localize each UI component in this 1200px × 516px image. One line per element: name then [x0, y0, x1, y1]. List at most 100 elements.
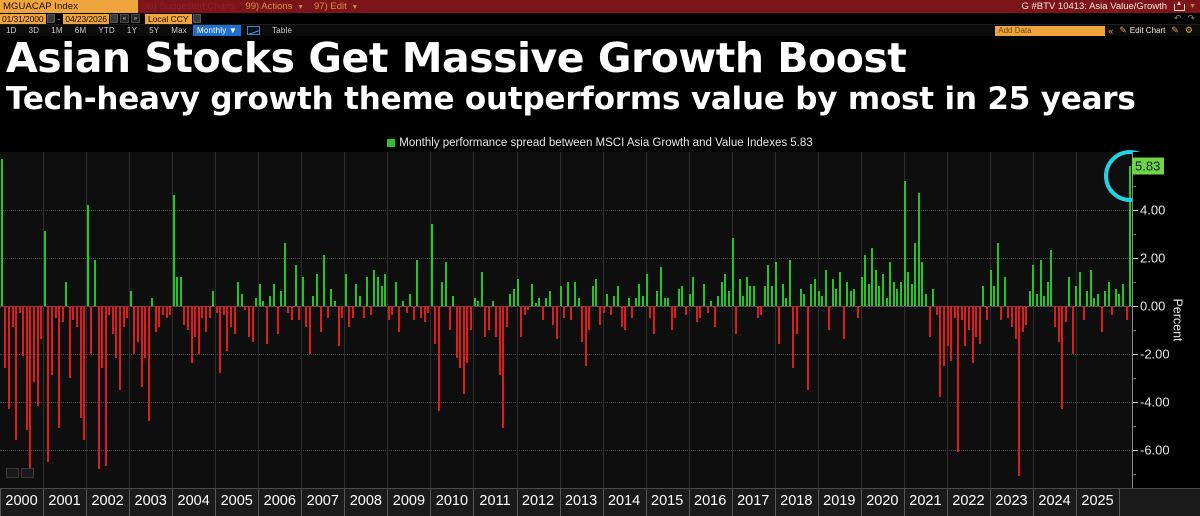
chart-bar — [727, 291, 730, 306]
chart-bar — [290, 305, 293, 320]
suggested-charts-menu[interactable]: 96) Suggested Charts — [143, 1, 236, 12]
chart-bar — [892, 281, 895, 306]
chart-bar — [520, 305, 523, 337]
chart-bar — [799, 288, 802, 306]
collapse-icon[interactable]: « — [1108, 25, 1114, 36]
chart-bar — [803, 293, 806, 306]
x-axis-label: 2005 — [220, 493, 253, 509]
chart-bar — [620, 305, 623, 328]
chart-bar — [1071, 305, 1074, 354]
period-ytd[interactable]: YTD — [98, 26, 115, 35]
end-date-input[interactable]: 04/23/2026 — [63, 13, 109, 24]
period-3d[interactable]: 3D — [28, 26, 40, 35]
annotation-tool-icon[interactable] — [6, 468, 19, 478]
share-icon[interactable] — [1174, 1, 1186, 11]
range-next-button[interactable]: » — [130, 14, 140, 23]
start-date-calendar-icon[interactable] — [46, 14, 55, 23]
undo-icon[interactable]: ↶ — [1173, 13, 1182, 23]
table-view-button[interactable]: Table — [272, 26, 293, 35]
gear-icon[interactable]: ⚙ — [1184, 25, 1193, 35]
chart-bar — [692, 276, 695, 306]
period-1y[interactable]: 1Y — [126, 26, 138, 35]
chart-bar — [1014, 305, 1017, 340]
chevron-down-icon[interactable]: ▼ — [1189, 3, 1196, 10]
start-date-input[interactable]: 01/31/2000 — [0, 13, 46, 24]
chart-bar — [577, 298, 580, 306]
currency-selector[interactable]: Local CCY — [144, 13, 192, 24]
chart-bar — [402, 300, 404, 306]
chart-bar — [212, 291, 215, 306]
chart-bar — [369, 305, 372, 316]
chart-bar — [430, 224, 433, 306]
ticker-input[interactable]: MGUACAP Index — [0, 0, 138, 13]
chart-bar — [663, 298, 666, 306]
x-axis-label: 2012 — [521, 493, 555, 509]
chart-bar — [867, 284, 870, 306]
y-axis-tick — [1133, 353, 1138, 355]
legend-swatch-icon — [387, 139, 396, 147]
x-axis-separator — [860, 489, 862, 516]
grid-line-v — [903, 152, 905, 488]
chart-bar — [326, 305, 329, 318]
chart-bar — [846, 281, 849, 306]
period-6m[interactable]: 6M — [74, 26, 87, 35]
chart-bar — [76, 305, 79, 328]
chart-bar — [573, 281, 576, 306]
period-1m[interactable]: 1M — [51, 26, 63, 35]
end-date-calendar-icon[interactable] — [109, 14, 118, 23]
chart-bar — [154, 305, 157, 332]
x-axis-separator — [387, 489, 389, 516]
currency-dropdown-icon[interactable] — [192, 14, 201, 23]
chart-bar — [1075, 286, 1078, 306]
annotate-icon[interactable]: ✎ — [1171, 25, 1179, 35]
chart-bar — [502, 305, 505, 428]
chart-bar — [301, 276, 304, 306]
actions-menu[interactable]: 99) Actions ▼ — [240, 0, 309, 14]
x-axis-separator — [1119, 489, 1121, 516]
x-axis-separator — [989, 489, 991, 516]
chart-bar — [659, 267, 662, 306]
chart-bar — [1057, 305, 1060, 342]
chart-bar — [287, 305, 290, 313]
chart-bar — [72, 305, 75, 320]
chart-bar — [58, 305, 61, 428]
chart-bar — [559, 286, 562, 306]
grid-line-h — [0, 209, 1132, 211]
chart-bar — [760, 305, 763, 316]
chart-bar — [1003, 276, 1006, 306]
range-prev-button[interactable]: « — [119, 14, 129, 23]
chart-bar — [437, 305, 440, 412]
frequency-label: Monthly — [197, 26, 227, 35]
y-axis-spine — [1132, 152, 1133, 488]
redo-icon[interactable]: ↷ — [1187, 13, 1195, 23]
period-max[interactable]: Max — [171, 26, 188, 35]
period-1d[interactable]: 1D — [6, 26, 17, 35]
chart-bar — [667, 298, 670, 306]
chart-bar — [910, 284, 913, 306]
chevron-down-icon: ▼ — [297, 3, 304, 11]
chart-bar — [710, 300, 713, 306]
chart-bar — [348, 305, 351, 328]
pencil-icon[interactable]: ✎ — [1119, 25, 1127, 35]
chart-bar — [1046, 281, 1049, 306]
chart-bar — [563, 305, 566, 318]
chart-bar — [609, 305, 612, 316]
chart-bar — [534, 303, 537, 306]
chart-bar — [627, 298, 630, 306]
chart-bar — [233, 305, 236, 335]
chart-bar — [187, 305, 190, 330]
settings-tool-icon[interactable] — [21, 468, 34, 478]
add-data-input[interactable]: Add Data — [995, 25, 1106, 36]
chart-bar — [796, 305, 799, 335]
actions-menu-label: 99) Actions — [245, 0, 293, 12]
edit-menu[interactable]: 97) Edit ▼ — [309, 0, 363, 14]
frequency-dropdown[interactable]: Monthly ▼ — [193, 25, 241, 36]
chart-bar — [942, 305, 945, 366]
chart-bar — [1129, 165, 1132, 306]
line-chart-icon[interactable] — [247, 26, 260, 35]
chart-bar — [978, 305, 981, 344]
chart-plot-area[interactable] — [0, 149, 1157, 488]
edit-chart-button[interactable]: Edit Chart — [1129, 26, 1166, 35]
x-axis-separator — [172, 489, 174, 516]
period-5y[interactable]: 5Y — [149, 26, 160, 35]
